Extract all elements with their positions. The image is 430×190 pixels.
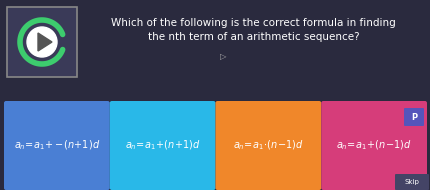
Text: $a_n\!=\!a_1\!+\!(n\!-\!1)d$: $a_n\!=\!a_1\!+\!(n\!-\!1)d$	[335, 139, 411, 152]
Text: P: P	[410, 112, 416, 121]
Text: $a_n\!=\!a_1\!+\!(n\!+\!1)d$: $a_n\!=\!a_1\!+\!(n\!+\!1)d$	[124, 139, 200, 152]
FancyBboxPatch shape	[110, 101, 215, 190]
Text: Which of the following is the correct formula in finding: Which of the following is the correct fo…	[111, 18, 395, 28]
Text: $a_n\!=\!a_1\!+\!-\!(n\!+\!1)d$: $a_n\!=\!a_1\!+\!-\!(n\!+\!1)d$	[14, 139, 100, 152]
Text: Skip: Skip	[404, 179, 418, 185]
Polygon shape	[38, 33, 52, 51]
Text: the nth term of an arithmetic sequence?: the nth term of an arithmetic sequence?	[147, 32, 359, 42]
FancyBboxPatch shape	[215, 101, 320, 190]
FancyBboxPatch shape	[320, 101, 426, 190]
Text: $a_n\!=\!a_1\!\cdot\!(n\!-\!1)d$: $a_n\!=\!a_1\!\cdot\!(n\!-\!1)d$	[233, 139, 303, 152]
Circle shape	[27, 27, 57, 57]
FancyBboxPatch shape	[403, 108, 423, 126]
FancyBboxPatch shape	[394, 174, 428, 190]
Text: ▷: ▷	[220, 52, 226, 61]
FancyBboxPatch shape	[4, 101, 110, 190]
FancyBboxPatch shape	[7, 7, 77, 77]
